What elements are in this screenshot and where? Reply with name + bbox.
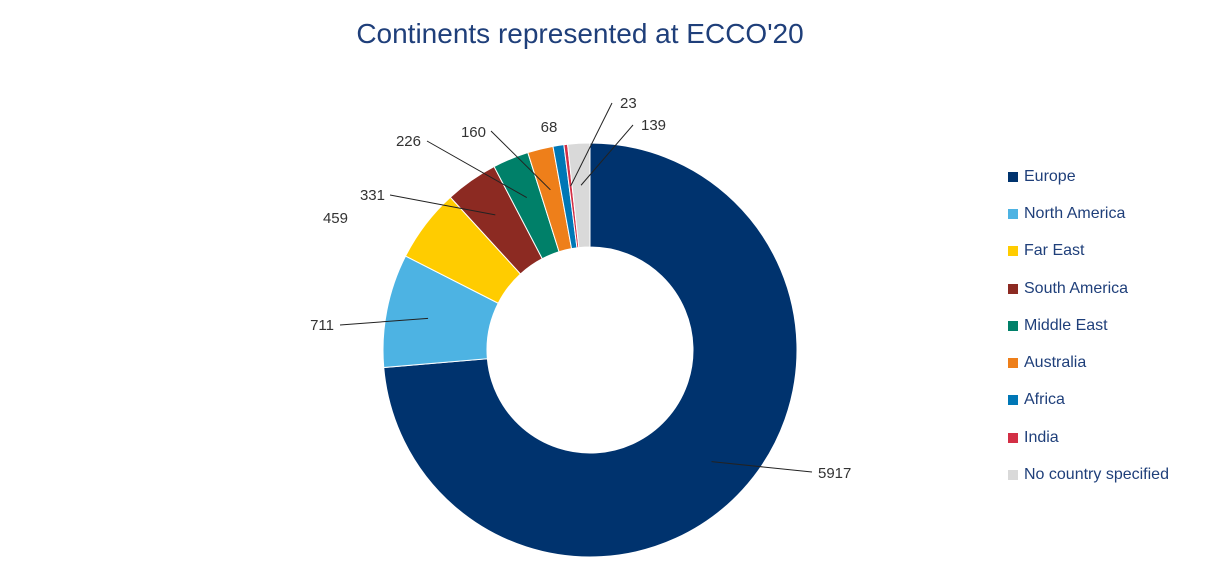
legend-item-australia: Australia (1008, 344, 1169, 381)
legend-label: No country specified (1024, 466, 1169, 484)
chart-title: Continents represented at ECCO'20 (356, 18, 804, 49)
legend-swatch (1008, 432, 1018, 443)
legend-item-north-america: North America (1008, 195, 1169, 232)
legend-item-africa: Africa (1008, 382, 1169, 419)
legend-swatch (1008, 208, 1018, 219)
data-label-africa: 68 (541, 119, 558, 136)
legend-swatch (1008, 283, 1018, 294)
slice-europe (383, 142, 798, 558)
legend-item-south-america: South America (1008, 270, 1169, 307)
leader-line-no-country-specified (580, 124, 634, 186)
slice-no-country-specified (566, 142, 591, 249)
legend-label: North America (1024, 204, 1126, 222)
leader-line-north-america (339, 317, 429, 326)
data-label-australia: 160 (461, 124, 486, 141)
legend-swatch (1008, 358, 1018, 369)
data-label-middle-east: 226 (396, 133, 421, 150)
legend-swatch (1008, 246, 1018, 257)
legend-label: South America (1024, 279, 1129, 297)
leader-line-australia (490, 130, 551, 191)
legend-swatch (1008, 171, 1018, 182)
legend-label: Australia (1024, 354, 1087, 372)
data-label-no-country-specified: 139 (641, 117, 666, 134)
legend: Europe North America Far East South America… (1008, 158, 1169, 494)
legend-swatch (1008, 395, 1018, 406)
legend-item-europe: Europe (1008, 158, 1169, 195)
leader-line-south-america (389, 194, 496, 216)
data-label-north-america: 711 (310, 317, 334, 334)
legend-item-india: India (1008, 419, 1169, 456)
legend-swatch (1008, 470, 1018, 481)
leader-line-europe (711, 461, 813, 473)
leader-line-middle-east (426, 140, 527, 199)
data-label-south-america: 331 (360, 187, 385, 204)
legend-label: Africa (1024, 391, 1065, 409)
legend-label: Middle East (1024, 316, 1108, 334)
data-label-europe: 5917 (818, 465, 851, 482)
legend-item-far-east: Far East (1008, 233, 1169, 270)
data-label-india: 23 (620, 95, 637, 112)
legend-label: Far East (1024, 242, 1085, 260)
legend-item-no-country-specified: No country specified (1008, 456, 1169, 493)
legend-swatch (1008, 320, 1018, 331)
legend-label: India (1024, 428, 1059, 446)
leader-line-india (570, 102, 613, 187)
legend-label: Europe (1024, 167, 1076, 185)
data-label-far-east: 459 (323, 210, 348, 227)
legend-item-middle-east: Middle East (1008, 307, 1169, 344)
